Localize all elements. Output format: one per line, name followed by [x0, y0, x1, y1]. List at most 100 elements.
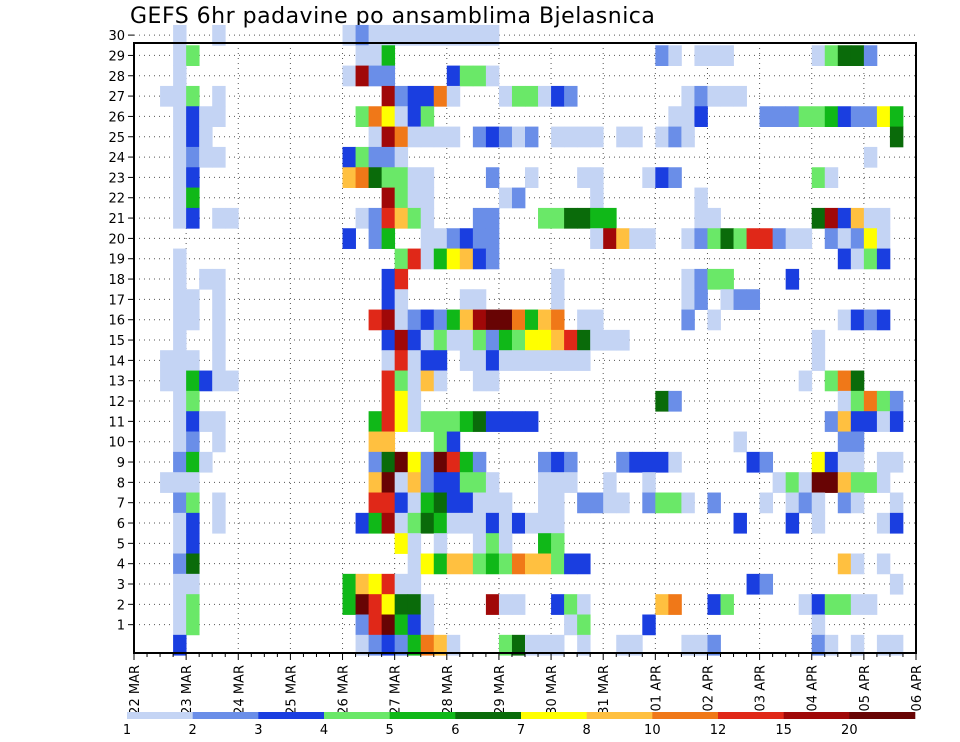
heatmap-cell: [355, 573, 369, 595]
heatmap-cell: [381, 167, 396, 188]
heatmap-cell: [577, 167, 591, 188]
heatmap-cell: [355, 45, 369, 66]
heatmap-cell: [759, 492, 774, 514]
y-tick-label: 17: [108, 293, 125, 308]
heatmap-cell: [368, 512, 383, 534]
x-tick-label: 22 MAR: [128, 665, 143, 715]
heatmap-cell: [173, 492, 187, 514]
y-tick-label: 25: [108, 131, 125, 146]
heatmap-cell: [186, 85, 200, 107]
heatmap-cell: [785, 512, 800, 534]
heatmap-cell: [173, 634, 187, 656]
heatmap-cell: [186, 594, 200, 615]
legend-label: 7: [517, 723, 525, 738]
heatmap-cell: [446, 24, 461, 46]
heatmap-cell: [381, 268, 396, 290]
heatmap-cell: [681, 309, 695, 331]
heatmap-cell: [850, 228, 865, 249]
heatmap-cell: [199, 411, 213, 432]
heatmap-cell: [707, 492, 721, 514]
heatmap-cell: [824, 228, 839, 249]
heatmap-cell: [381, 614, 396, 636]
heatmap-cell: [212, 492, 226, 514]
heatmap-cell: [811, 451, 826, 473]
heatmap-cell: [472, 207, 487, 229]
heatmap-cell: [876, 390, 891, 412]
y-tick-label: 28: [108, 70, 125, 85]
heatmap-cell: [603, 207, 617, 229]
heatmap-cell: [407, 167, 422, 188]
heatmap-cell: [511, 594, 526, 615]
heatmap-cell: [407, 248, 422, 270]
heatmap-cell: [863, 207, 878, 229]
heatmap-cell: [472, 309, 487, 331]
heatmap-cell: [173, 207, 187, 229]
heatmap-cell: [368, 228, 383, 249]
heatmap-cell: [394, 24, 409, 46]
heatmap-cell: [173, 390, 187, 412]
heatmap-cell: [212, 512, 226, 534]
heatmap-cell: [459, 65, 474, 87]
heatmap-cell: [446, 329, 461, 351]
heatmap-cell: [525, 350, 539, 371]
heatmap-cell: [433, 451, 448, 473]
heatmap-cell: [381, 594, 396, 615]
heatmap-cell: [694, 85, 708, 107]
heatmap-cell: [355, 24, 369, 46]
heatmap-cell: [394, 350, 409, 371]
legend-label: 20: [841, 723, 858, 738]
heatmap-cell: [173, 45, 187, 66]
heatmap-cell: [720, 289, 734, 310]
heatmap-cell: [407, 472, 422, 493]
heatmap-cell: [420, 187, 435, 209]
heatmap-cell: [837, 106, 852, 127]
y-tick-label: 15: [108, 334, 125, 349]
heatmap-cell: [668, 106, 682, 127]
heatmap-cell: [668, 126, 682, 148]
legend-label: 8: [583, 723, 591, 738]
heatmap-cell: [824, 411, 839, 432]
heatmap-cell: [876, 411, 891, 432]
heatmap-cell: [160, 370, 174, 392]
heatmap-cell: [173, 106, 187, 127]
heatmap-cell: [551, 350, 565, 371]
heatmap-cell: [472, 492, 487, 514]
heatmap-cell: [212, 329, 226, 351]
heatmap-cell: [394, 370, 409, 392]
heatmap-cell: [837, 411, 852, 432]
heatmap-cell: [616, 126, 630, 148]
heatmap-cell: [759, 106, 774, 127]
heatmap-cell: [381, 65, 396, 87]
heatmap-cell: [876, 553, 891, 575]
heatmap-cell: [342, 24, 356, 46]
legend-swatch: [718, 712, 784, 719]
heatmap-cell: [551, 634, 565, 656]
heatmap-cell: [681, 492, 695, 514]
heatmap-cell: [498, 329, 513, 351]
colorbar-legend: 1 2 3 4 5 6 7 8 10 12 15 20: [123, 712, 916, 738]
heatmap-cell: [381, 472, 396, 493]
heatmap-cell: [824, 167, 839, 188]
heatmap-cell: [186, 553, 200, 575]
heatmap-cell: [511, 309, 526, 331]
heatmap-cell: [472, 228, 487, 249]
heatmap-cell: [212, 350, 226, 371]
heatmap-cell: [707, 268, 721, 290]
heatmap-cell: [525, 411, 539, 432]
heatmap-cell: [173, 85, 187, 107]
heatmap-cell: [394, 207, 409, 229]
heatmap-cell: [199, 146, 213, 168]
heatmap-cell: [472, 472, 487, 493]
heatmap-cell: [407, 594, 422, 615]
heatmap-cell: [694, 207, 708, 229]
heatmap-cell: [368, 594, 383, 615]
heatmap-cell: [889, 106, 904, 127]
heatmap-cell: [381, 45, 396, 66]
x-tick-label: 26 MAR: [337, 665, 352, 715]
heatmap-cell: [368, 106, 383, 127]
heatmap-cell: [472, 248, 487, 270]
heatmap-cell: [590, 167, 604, 188]
heatmap-cell: [850, 45, 865, 66]
heatmap-cell: [446, 65, 461, 87]
heatmap-cell: [420, 309, 435, 331]
